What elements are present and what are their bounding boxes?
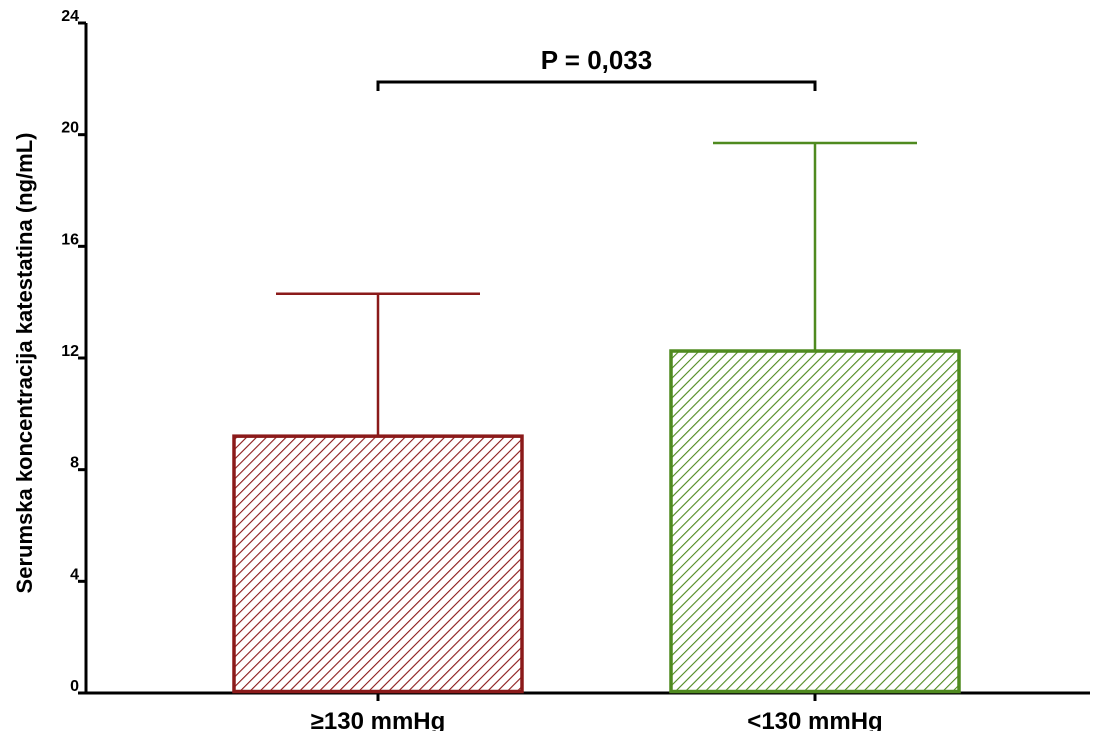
x-axis: ≥130 mmHg <130 mmHg [84, 691, 1090, 731]
y-tick-label: 16 [61, 231, 79, 248]
y-tick-label: 8 [70, 455, 79, 472]
y-axis: 0 4 8 12 16 20 24 [61, 8, 88, 695]
significance-bracket [376, 80, 817, 91]
bar [232, 434, 524, 694]
y-tick-label: 20 [61, 120, 79, 137]
significance-annotation: P = 0,033 [376, 45, 817, 91]
y-tick-label: 24 [61, 8, 79, 25]
y-tick-label: 4 [70, 566, 79, 583]
y-tick-label: 0 [70, 678, 79, 695]
y-tick-label: 12 [61, 343, 79, 360]
y-axis-label: Serumska koncentracija katestatina (ng/m… [12, 133, 37, 594]
bars-group [232, 141, 961, 694]
bar [669, 349, 961, 694]
x-category-label: ≥130 mmHg [311, 708, 446, 731]
p-value-label: P = 0,033 [541, 45, 653, 75]
x-category-label: <130 mmHg [747, 708, 882, 731]
